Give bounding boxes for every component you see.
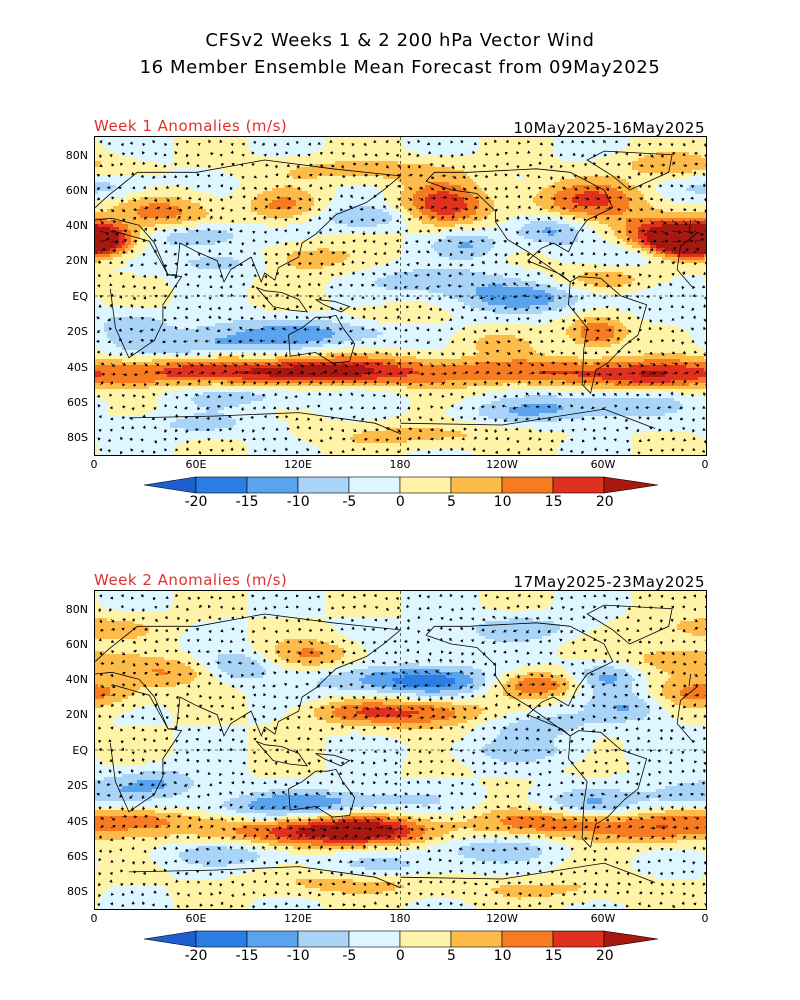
week1-map: [94, 136, 707, 456]
title-line-1: CFSv2 Weeks 1 & 2 200 hPa Vector Wind: [0, 30, 800, 51]
lat-label: EQ: [48, 290, 88, 303]
week1-dates: 10May2025-16May2025: [514, 119, 705, 137]
lon-label: 60W: [583, 912, 623, 925]
lat-label: 80N: [48, 603, 88, 616]
colorbar-label: 20: [585, 494, 625, 510]
lat-label: 40N: [48, 673, 88, 686]
coastlines: [95, 150, 698, 435]
lon-label: 120W: [482, 458, 522, 471]
lat-label: 20S: [48, 779, 88, 792]
lat-label: 60N: [48, 638, 88, 651]
colorbar-label: -20: [176, 948, 216, 964]
wind-vectors: [96, 593, 706, 909]
colorbar-label: 10: [483, 948, 523, 964]
anomaly-field: [95, 591, 706, 909]
colorbar-label: -15: [227, 494, 267, 510]
lat-label: 60S: [48, 396, 88, 409]
title-line-2: 16 Member Ensemble Mean Forecast from 09…: [0, 57, 800, 78]
lat-label: 20N: [48, 708, 88, 721]
lon-label: 60W: [583, 458, 623, 471]
lat-label: 40N: [48, 219, 88, 232]
colorbar-label: 20: [585, 948, 625, 964]
lat-label: 60N: [48, 184, 88, 197]
week1-map-canvas: [95, 137, 706, 455]
lon-label: 0: [74, 458, 114, 471]
colorbar-label: -5: [329, 494, 369, 510]
wind-vectors: [96, 139, 706, 455]
colorbar-label: 10: [483, 494, 523, 510]
colorbar-label: -20: [176, 494, 216, 510]
colorbar-label: -5: [329, 948, 369, 964]
lon-label: 120E: [278, 912, 318, 925]
colorbar-label: 15: [534, 494, 574, 510]
lon-label: 0: [685, 458, 725, 471]
colorbar-label: -10: [278, 494, 318, 510]
lon-label: 0: [74, 912, 114, 925]
week2-map-canvas: [95, 591, 706, 909]
anomaly-field: [95, 137, 706, 455]
week2-label: Week 2 Anomalies (m/s): [94, 571, 287, 589]
colorbar-label: 0: [380, 948, 420, 964]
colorbar-label: 5: [432, 948, 472, 964]
lat-label: EQ: [48, 744, 88, 757]
lon-label: 60E: [176, 912, 216, 925]
lon-label: 180: [380, 912, 420, 925]
lon-label: 120E: [278, 458, 318, 471]
lat-label: 20S: [48, 325, 88, 338]
colorbar-label: 5: [432, 494, 472, 510]
week2-map: [94, 590, 707, 910]
lon-label: 60E: [176, 458, 216, 471]
lat-label: 80N: [48, 149, 88, 162]
lat-label: 20N: [48, 254, 88, 267]
lon-label: 180: [380, 458, 420, 471]
lat-label: 40S: [48, 361, 88, 374]
lat-label: 80S: [48, 431, 88, 444]
colorbar-week1: [144, 476, 658, 494]
colorbar-label: 15: [534, 948, 574, 964]
week2-dates: 17May2025-23May2025: [514, 573, 705, 591]
lat-label: 40S: [48, 815, 88, 828]
colorbar-label: 0: [380, 494, 420, 510]
lon-label: 120W: [482, 912, 522, 925]
colorbar-label: -15: [227, 948, 267, 964]
colorbar-week2: [144, 930, 658, 948]
week1-label: Week 1 Anomalies (m/s): [94, 117, 287, 135]
colorbar-label: -10: [278, 948, 318, 964]
lon-label: 0: [685, 912, 725, 925]
lat-label: 60S: [48, 850, 88, 863]
lat-label: 80S: [48, 885, 88, 898]
